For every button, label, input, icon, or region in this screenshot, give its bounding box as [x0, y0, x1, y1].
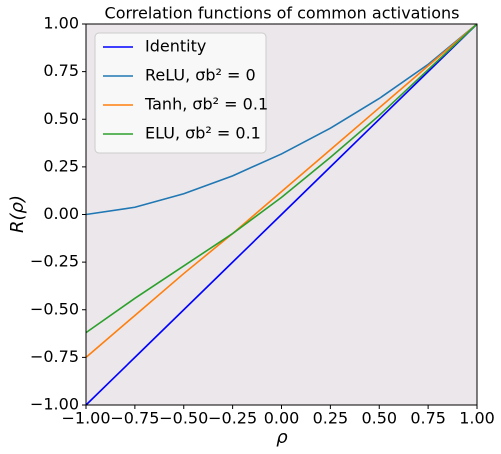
y-tick-label: −0.75: [30, 347, 79, 366]
chart-title: Correlation functions of common activati…: [105, 4, 460, 23]
y-tick-label: 0.50: [43, 109, 79, 128]
series-line: [85, 23, 478, 334]
x-tick-label: −0.25: [208, 409, 257, 428]
y-tick-label: −0.25: [30, 252, 79, 271]
legend-box: [94, 32, 267, 154]
series-line: [85, 23, 478, 358]
x-tick-label: 0.50: [361, 409, 397, 428]
x-axis-label: ρ: [276, 427, 288, 448]
legend-label: Tanh, σb² = 0.1: [144, 95, 268, 114]
y-tick-label: 0.25: [43, 156, 79, 175]
x-tick-label: 1.00: [459, 409, 495, 428]
x-tick-label: −0.75: [110, 409, 159, 428]
x-tick-label: 0.00: [264, 409, 300, 428]
x-tick-label: 0.25: [313, 409, 349, 428]
y-tick-label: −1.00: [30, 395, 79, 414]
x-tick-label: −0.50: [159, 409, 208, 428]
x-tick-label: 0.75: [410, 409, 446, 428]
legend-label: ReLU, σb² = 0: [145, 66, 256, 85]
y-tick-label: 0.75: [43, 61, 79, 80]
plot-frame: [85, 23, 478, 406]
series-line: [85, 23, 478, 216]
series-line: [85, 23, 478, 406]
x-tick-label: −1.00: [61, 409, 110, 428]
y-tick-label: 0.00: [43, 204, 79, 223]
legend-label: Identity: [145, 37, 206, 56]
y-axis-label: R(ρ): [7, 195, 28, 233]
legend-label: ELU, σb² = 0.1: [145, 124, 261, 143]
y-tick-label: −0.50: [30, 299, 79, 318]
y-tick-label: 1.00: [43, 14, 79, 33]
